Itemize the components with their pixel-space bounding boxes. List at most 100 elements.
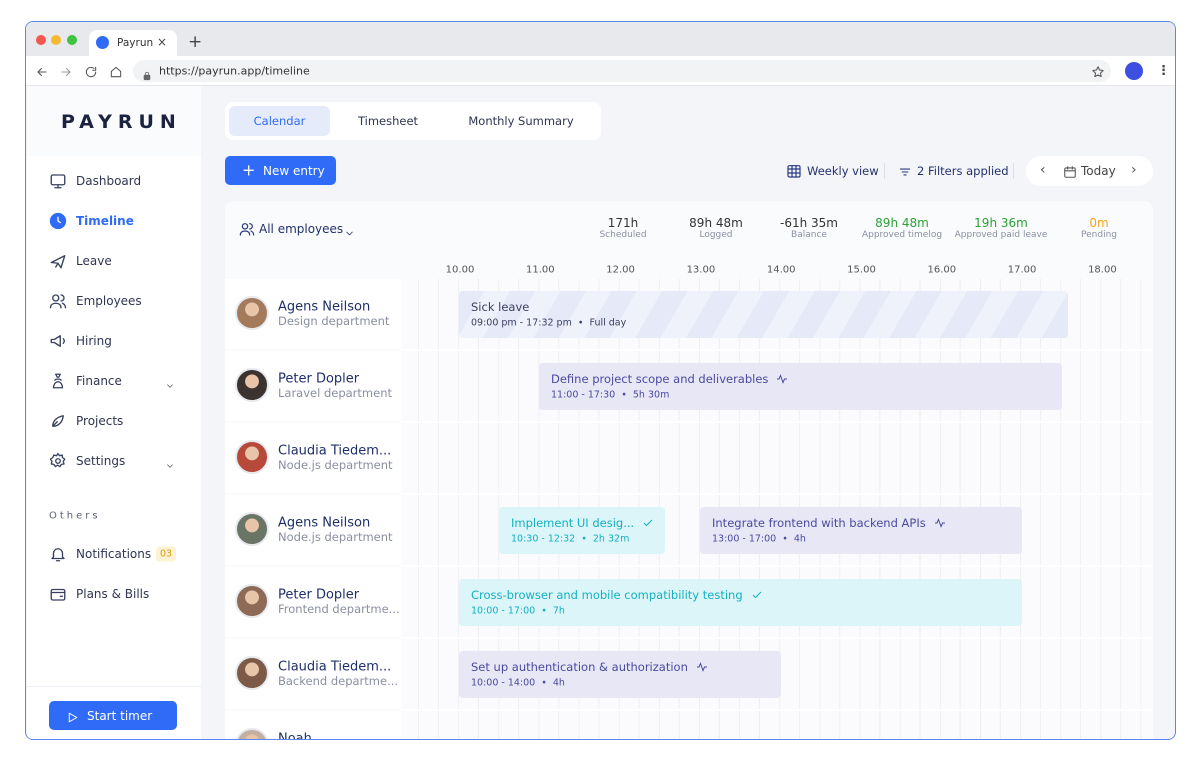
activity-icon-part — [696, 662, 707, 672]
nav-icon-part — [49, 452, 66, 468]
nav-label: Employees — [76, 294, 142, 308]
hour-label: 13.00 — [686, 264, 716, 276]
hour-label: 16.00 — [927, 264, 957, 276]
lock-icon-part — [144, 71, 150, 76]
chevron-part — [167, 464, 173, 468]
tab[interactable] — [229, 106, 330, 136]
event-duration: 2h 32m — [592, 533, 630, 545]
bookmark-icon — [1091, 64, 1105, 78]
activity-icon-part — [934, 518, 945, 528]
employees-icon-part — [241, 223, 249, 230]
timeline-event[interactable]: Set up authentication & authorization 10:… — [459, 651, 781, 698]
sidebar — [27, 86, 201, 739]
employee-department: Laravel department — [278, 386, 392, 400]
nav-label: Finance — [76, 374, 122, 388]
activity-icon — [777, 374, 788, 384]
hour-label: 15.00 — [847, 264, 876, 276]
browser-window: Payrun × + https://payrun.app/timeline ⋮ PAYR… — [25, 21, 1176, 740]
new-entry-button[interactable]: + New entry — [225, 156, 336, 185]
employee-name: Claudia Tiedem... — [278, 659, 392, 675]
new-tab[interactable]: + — [188, 32, 203, 52]
tab-label: Calendar — [253, 114, 306, 128]
event-time: 13:00 - 17:00 • 4h — [712, 533, 806, 545]
employee-name: Peter Dopler — [278, 587, 360, 603]
activity-icon — [934, 518, 945, 528]
done-icon-part — [752, 591, 761, 599]
weekly-view[interactable]: Weekly view — [807, 164, 879, 178]
nav-icon-part — [49, 212, 67, 230]
back-icon-part — [37, 67, 47, 77]
section-heading: Others — [49, 510, 101, 522]
timeline-event[interactable]: Cross-browser and mobile compatibility t… — [459, 579, 1022, 626]
nav-icon — [49, 372, 67, 390]
event-time: 10:30 - 12:32 • 2h 32m — [511, 533, 630, 545]
avatar — [235, 584, 269, 618]
calendar-grid-icon — [786, 163, 802, 179]
nav-icon — [49, 585, 67, 603]
timeline-event[interactable]: Integrate frontend with backend APIs 13:0… — [700, 507, 1022, 554]
chevron-part — [167, 464, 173, 468]
nav-icon-part — [57, 216, 61, 224]
employee-name: Noah — [278, 731, 312, 740]
url: https://payrun.app/timeline — [159, 64, 310, 78]
activity-icon-part — [777, 374, 788, 384]
nav-icon-part — [50, 588, 66, 601]
event-duration: 4h — [793, 533, 806, 545]
nav-icon-part — [51, 548, 65, 562]
stat-value: 171h — [607, 216, 639, 230]
nav-icon-part — [49, 294, 67, 309]
row-separator — [401, 493, 1153, 495]
window-control — [51, 35, 61, 45]
nav-icon — [49, 212, 67, 230]
start-timer-label: Start timer — [87, 709, 153, 723]
forward-icon — [59, 64, 73, 78]
reload-icon-part — [85, 66, 97, 78]
prev-button[interactable]: ‹ — [1040, 162, 1046, 178]
nav-label: Leave — [76, 254, 112, 268]
event-title: Set up authentication & authorization — [471, 660, 708, 674]
bookmark-icon-part — [1092, 66, 1104, 78]
event-title: Define project scope and deliverables — [551, 372, 788, 386]
nav-label: Hiring — [76, 334, 112, 348]
filter-icon-part — [899, 168, 911, 176]
lock-icon-part — [143, 74, 151, 81]
timeline-event[interactable]: Define project scope and deliverables 11:… — [539, 363, 1062, 410]
event-duration: 4h — [552, 677, 565, 689]
nav-icon-part — [52, 415, 64, 427]
timeline-event[interactable]: Sick leave 09:00 pm - 17:32 pm • Full day — [459, 291, 1068, 338]
nav-icon-part — [55, 458, 61, 464]
home-icon — [109, 64, 123, 78]
browser-menu[interactable]: ⋮ — [1157, 63, 1170, 79]
nav-icon-part — [52, 373, 64, 389]
stat-label: Approved timelog — [861, 230, 943, 240]
event-time: 10:00 - 14:00 • 4h — [471, 677, 565, 689]
separator: • — [538, 677, 550, 689]
chevron-part — [167, 384, 173, 388]
employees-icon-part — [239, 223, 255, 236]
nav-icon-part — [50, 174, 66, 189]
stat-value: 0m — [1089, 216, 1109, 230]
lock-icon-part — [143, 71, 151, 81]
home-icon-part — [110, 66, 122, 78]
chevron-part — [346, 231, 353, 236]
timeline-event[interactable]: Implement UI desig... 10:30 - 12:32 • 2h … — [499, 507, 665, 554]
filters[interactable]: 2 Filters applied — [917, 164, 1009, 178]
employee-name: Peter Dopler — [278, 371, 360, 387]
stat-value: -61h 35m — [780, 216, 838, 230]
row-separator — [401, 349, 1153, 351]
start-timer-button[interactable]: Start timer — [49, 701, 177, 730]
next-button[interactable]: › — [1131, 162, 1137, 178]
today-button[interactable]: Today — [1081, 164, 1116, 178]
nav-icon-part — [50, 255, 66, 269]
employees-filter[interactable]: All employees — [259, 222, 344, 236]
separator: • — [618, 389, 630, 401]
stat-label: Balance — [791, 230, 827, 240]
url-field[interactable] — [133, 60, 1111, 82]
window-control — [36, 35, 46, 45]
employee-department: Frontend departme... — [278, 602, 400, 616]
nav-icon — [49, 172, 67, 190]
nav-label: Plans & Bills — [76, 587, 150, 601]
hour-label: 10.00 — [445, 264, 475, 276]
hour-label: 18.00 — [1088, 264, 1117, 276]
profile-avatar[interactable] — [1125, 62, 1143, 80]
